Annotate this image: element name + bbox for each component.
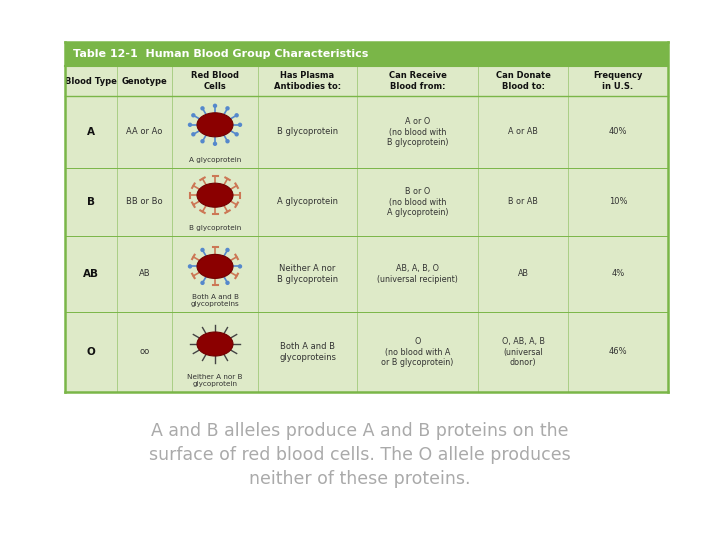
Text: B glycoprotein: B glycoprotein [277,127,338,137]
Text: neither of these proteins.: neither of these proteins. [249,470,471,488]
Circle shape [200,139,204,144]
Bar [65,96,668,168]
Text: Has Plasma
Antibodies to:: Has Plasma Antibodies to: [274,71,341,91]
Text: AB, A, B, O
(universal recipient): AB, A, B, O (universal recipient) [377,264,458,284]
Circle shape [188,264,192,268]
Text: O: O [86,347,95,357]
Circle shape [213,104,217,108]
Bar [65,312,668,392]
Text: Can Donate
Blood to:: Can Donate Blood to: [495,71,550,91]
Circle shape [200,281,204,285]
Text: Frequency
in U.S.: Frequency in U.S. [593,71,643,91]
Text: A glycoprotein: A glycoprotein [189,157,241,163]
Circle shape [235,132,239,137]
Bar [65,236,668,312]
Circle shape [238,264,242,268]
Text: A or AB: A or AB [508,127,538,137]
Text: A glycoprotein: A glycoprotein [277,198,338,206]
Text: Neither A nor B
glycoprotein: Neither A nor B glycoprotein [187,374,243,387]
Ellipse shape [197,113,233,137]
Text: Blood Type: Blood Type [65,77,117,85]
Circle shape [225,281,230,285]
Circle shape [191,132,196,137]
Text: AA or Ao: AA or Ao [126,127,163,137]
Text: Both A and B
glycoproteins: Both A and B glycoproteins [279,342,336,362]
Text: 4%: 4% [611,269,625,279]
Text: B or AB: B or AB [508,198,538,206]
Text: B: B [87,197,95,207]
Circle shape [238,123,242,127]
Bar [65,66,668,96]
Circle shape [213,141,217,146]
Text: O, AB, A, B
(universal
donor): O, AB, A, B (universal donor) [502,337,544,367]
Ellipse shape [197,183,233,207]
Text: Genotype: Genotype [122,77,167,85]
Text: AB: AB [83,269,99,279]
Text: 10%: 10% [608,198,627,206]
Text: A and B alleles produce A and B proteins on the: A and B alleles produce A and B proteins… [151,422,569,440]
Bar [65,168,668,236]
Circle shape [191,113,196,118]
Text: A or O
(no blood with
B glycoprotein): A or O (no blood with B glycoprotein) [387,117,449,147]
Text: BB or Bo: BB or Bo [126,198,163,206]
Text: AB: AB [139,269,150,279]
Circle shape [235,113,239,118]
Text: 40%: 40% [608,127,627,137]
Circle shape [225,106,230,111]
Text: O
(no blood with A
or B glycoprotein): O (no blood with A or B glycoprotein) [382,337,454,367]
Text: Neither A nor
B glycoprotein: Neither A nor B glycoprotein [277,264,338,284]
Text: B or O
(no blood with
A glycoprotein): B or O (no blood with A glycoprotein) [387,187,449,217]
Text: 46%: 46% [608,348,627,356]
Bar [65,42,668,66]
Text: Table 12-1  Human Blood Group Characteristics: Table 12-1 Human Blood Group Characteris… [73,49,369,59]
Circle shape [200,248,204,252]
Text: Can Receive
Blood from:: Can Receive Blood from: [389,71,446,91]
Ellipse shape [197,332,233,356]
Text: Both A and B
glycoproteins: Both A and B glycoproteins [191,294,239,307]
Text: A: A [87,127,95,137]
Circle shape [188,123,192,127]
Text: Red Blood
Cells: Red Blood Cells [191,71,239,91]
Text: AB: AB [518,269,528,279]
Circle shape [225,248,230,252]
Text: surface of red blood cells. The O allele produces: surface of red blood cells. The O allele… [149,446,571,464]
Text: B glycoprotein: B glycoprotein [189,225,241,231]
Circle shape [200,106,204,111]
Ellipse shape [197,254,233,279]
Circle shape [225,139,230,144]
Text: oo: oo [140,348,150,356]
